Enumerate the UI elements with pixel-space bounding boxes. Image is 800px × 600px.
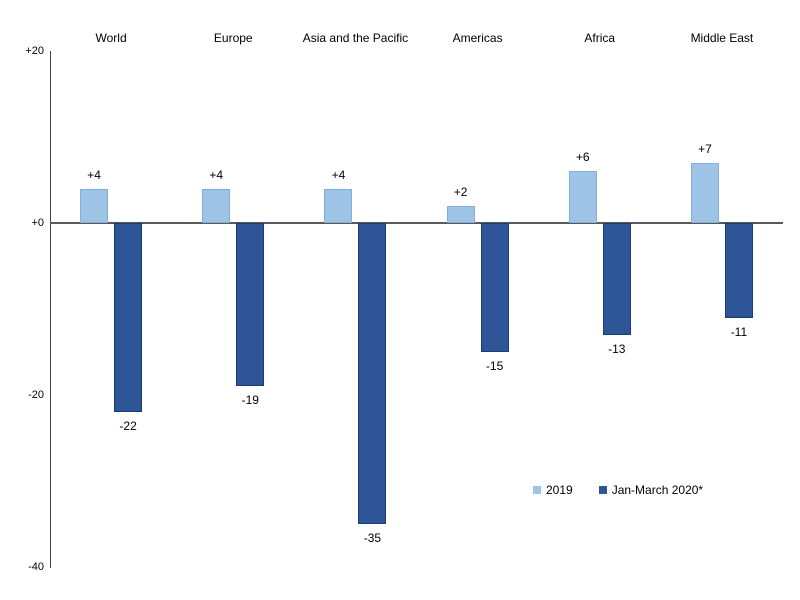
y-axis-line bbox=[50, 51, 51, 568]
bar-jan-march-2020- bbox=[358, 223, 387, 524]
legend-item-label: 2019 bbox=[546, 483, 573, 497]
bar-jan-march-2020- bbox=[114, 223, 143, 413]
value-label: -19 bbox=[241, 393, 259, 408]
bar-2019 bbox=[568, 171, 597, 223]
bar-jan-march-2020- bbox=[602, 223, 631, 335]
bar-jan-march-2020- bbox=[724, 223, 753, 318]
bar-2019 bbox=[202, 188, 231, 223]
y-tick-label: -40 bbox=[28, 561, 44, 573]
category-label: Americas bbox=[452, 31, 503, 45]
value-label: +4 bbox=[331, 167, 346, 182]
zero-baseline bbox=[50, 222, 783, 224]
value-label: -13 bbox=[608, 341, 626, 356]
legend-item-label: Jan-March 2020* bbox=[611, 483, 704, 497]
y-tick-label: +20 bbox=[25, 45, 44, 57]
bar-2019 bbox=[446, 205, 475, 223]
value-label: -22 bbox=[119, 419, 137, 434]
value-label: +4 bbox=[209, 167, 224, 182]
legend: 2019 Jan-March 2020* bbox=[533, 483, 703, 497]
legend-swatch-2019 bbox=[533, 486, 541, 494]
legend-swatch-jan-march-2020 bbox=[598, 486, 607, 494]
legend-item: 2019 bbox=[533, 483, 573, 497]
value-label: -11 bbox=[730, 324, 748, 339]
value-label: +2 bbox=[453, 184, 468, 199]
category-label: World bbox=[95, 31, 127, 45]
category-label: Africa bbox=[584, 31, 616, 45]
value-label: -15 bbox=[485, 359, 504, 373]
bar-2019 bbox=[324, 188, 353, 223]
value-label: +4 bbox=[87, 167, 101, 182]
y-tick-label: +0 bbox=[31, 217, 44, 229]
value-label: +6 bbox=[575, 150, 590, 165]
legend-item: Jan-March 2020* bbox=[598, 483, 704, 497]
bar-2019 bbox=[80, 188, 109, 223]
bar-2019 bbox=[690, 162, 719, 223]
value-label: +7 bbox=[698, 141, 712, 156]
category-label: Europe bbox=[213, 31, 253, 45]
bar-jan-march-2020- bbox=[236, 223, 265, 387]
category-label: Asia and the Pacific bbox=[302, 31, 409, 45]
y-tick-label: -20 bbox=[28, 389, 44, 401]
category-label: Middle East bbox=[690, 31, 754, 45]
bar-jan-march-2020- bbox=[480, 223, 509, 352]
value-label: -35 bbox=[363, 531, 382, 545]
